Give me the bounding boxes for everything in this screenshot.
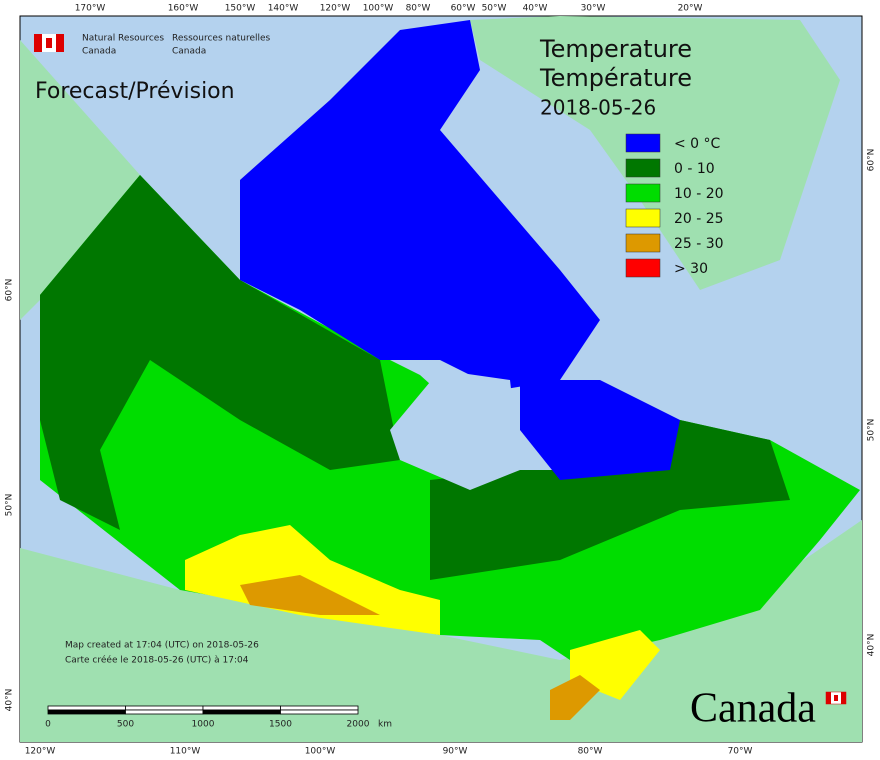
date: 2018-05-26: [540, 96, 656, 120]
region-20-25: [570, 630, 660, 700]
flag-bar: [826, 692, 831, 704]
region-25-30: [550, 675, 600, 720]
region-25-30: [240, 575, 380, 615]
legend-swatch: [625, 208, 661, 228]
org-fr: Ressources naturelles: [172, 34, 271, 44]
flag-leaf: [46, 38, 52, 48]
scale-segment: [125, 709, 204, 715]
org-en: Natural Resources: [82, 34, 164, 44]
scale-segment: [47, 705, 126, 711]
legend-swatch: [625, 158, 661, 178]
region-below-0: [520, 380, 680, 480]
wordmark: Canada: [690, 686, 847, 732]
flag-bar: [34, 34, 42, 52]
scale-segment: [280, 709, 359, 715]
legend-label: > 30: [674, 261, 708, 277]
region-20-25: [185, 525, 440, 635]
scale-segment: [47, 709, 126, 715]
scale-label: 0: [45, 720, 51, 730]
graticule-label: 50°N: [867, 419, 877, 442]
legend-label: 20 - 25: [674, 211, 724, 227]
graticule-label: 120°W: [320, 4, 351, 14]
legend-swatch: [625, 233, 661, 253]
scale-unit: km: [378, 720, 392, 730]
scale-segment: [202, 709, 281, 715]
legend: < 0 °C 0 - 10 10 - 20 20 - 25 25 - 30 > 30: [625, 133, 724, 278]
graticule-label: 80°W: [578, 747, 603, 757]
graticule-label: 140°W: [268, 4, 299, 14]
scale-label: 500: [117, 720, 134, 730]
greenland: [470, 16, 840, 290]
graticule-label: 170°W: [75, 4, 106, 14]
scale-bar: 0 500 1000 1500 2000 km: [45, 705, 392, 730]
region-0-10: [430, 420, 790, 580]
land: [20, 16, 862, 742]
graticule-label: 70°W: [728, 747, 753, 757]
legend-label: 0 - 10: [674, 161, 715, 177]
flag-bar: [841, 692, 846, 704]
graticule-label: 80°W: [406, 4, 431, 14]
graticule-label: 60°N: [867, 149, 877, 172]
graticule-label: 160°W: [168, 4, 199, 14]
graticule-label: 20°W: [678, 4, 703, 14]
scale-segment: [202, 705, 281, 711]
hudson-bay: [390, 370, 520, 490]
org-logo: Natural Resources Canada Ressources natu…: [34, 34, 271, 57]
graticule-label: 60°N: [5, 279, 15, 302]
legend-label: 25 - 30: [674, 236, 724, 252]
note: Map created at 17:04 (UTC) on 2018-05-26: [65, 641, 259, 651]
scale-label: 1500: [269, 720, 292, 730]
graticule-label: 90°W: [443, 747, 468, 757]
region-0-10: [40, 175, 400, 530]
note: Carte créée le 2018-05-26 (UTC) à 17:04: [65, 655, 249, 666]
org-en: Canada: [82, 47, 116, 57]
graticule-label: 40°N: [867, 634, 877, 657]
legend-swatch: [625, 133, 661, 153]
scale-segment: [280, 705, 359, 711]
org-fr: Canada: [172, 47, 206, 57]
graticule-label: 30°W: [581, 4, 606, 14]
usa: [20, 520, 862, 742]
graticule-label: 100°W: [305, 747, 336, 757]
graticule-label: 40°N: [5, 689, 15, 712]
title: Temperature: [539, 35, 692, 63]
graticule-label: 100°W: [363, 4, 394, 14]
flag-bar: [56, 34, 64, 52]
scale-segment: [125, 705, 204, 711]
legend-label: 10 - 20: [674, 186, 724, 202]
graticule-label: 50°N: [5, 494, 15, 517]
graticule-labels: 170°W 160°W 150°W 140°W 120°W 100°W 80°W 60°W 50…: [5, 4, 877, 757]
graticule-label: 50°W: [482, 4, 507, 14]
wordmark-text: Canada: [690, 686, 816, 732]
region-below-0: [240, 20, 600, 390]
graticule-label: 60°W: [451, 4, 476, 14]
graticule-label: 150°W: [225, 4, 256, 14]
subtitle: Forecast/Prévision: [35, 79, 235, 104]
title: Température: [539, 64, 692, 92]
legend-label: < 0 °C: [674, 136, 721, 152]
flag-leaf: [834, 695, 838, 701]
graticule-label: 110°W: [170, 747, 201, 757]
graticule-label: 40°W: [523, 4, 548, 14]
graticule-label: 120°W: [25, 747, 56, 757]
scale-label: 2000: [347, 720, 370, 730]
legend-swatch: [625, 258, 661, 278]
legend-swatch: [625, 183, 661, 203]
scale-label: 1000: [192, 720, 215, 730]
alaska: [20, 40, 140, 320]
